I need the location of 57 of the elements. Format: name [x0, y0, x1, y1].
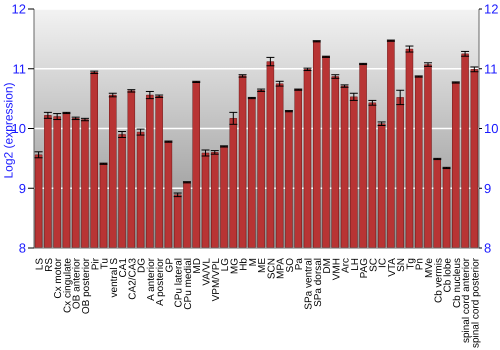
y2-tick-label: 12 [484, 2, 498, 17]
x-tick-label: Pa [294, 258, 306, 270]
x-tick-label: MPA [276, 258, 287, 279]
x-tick-label: Cb nucleus [452, 258, 463, 308]
x-tick-label: GP [164, 258, 176, 272]
x-tick-label: DG [136, 258, 148, 273]
x-tick-label: Tu [100, 258, 111, 270]
x-tick-label: M [248, 258, 259, 266]
x-tick-label: OB anterior [72, 257, 83, 310]
x-tick-label: CPu lateral [174, 258, 185, 308]
x-tick-label: RS [44, 258, 55, 272]
x-tick-label: Tg [405, 258, 416, 270]
x-tick-label: MD [192, 258, 204, 274]
x-tick-label: DM [322, 258, 334, 274]
y2-tick-label: 9 [484, 180, 492, 196]
y-tick-label: 12 [12, 2, 26, 17]
x-tick-label: spinal cord posterior [470, 257, 482, 348]
x-tick-label: VA/VL [202, 258, 213, 286]
x-tick-label: spinal cord anterior [461, 257, 472, 344]
y-tick-label: 8 [18, 240, 26, 256]
x-tick-label: ME [257, 258, 268, 273]
x-tick-label: SPa ventral [303, 258, 314, 310]
x-tick-label: SO [284, 258, 296, 272]
x-tick-label: OB posterior [80, 257, 92, 314]
y2-tick-label: 8 [484, 240, 492, 256]
x-tick-label: CA1 [118, 258, 130, 278]
x-tick-label: CA2/CA3 [127, 258, 138, 300]
x-tick-label: VMH [331, 258, 342, 280]
y2-tick-label: 10 [484, 121, 498, 136]
x-tick-label: Arc [340, 258, 352, 273]
x-tick-label: LG [220, 258, 232, 272]
x-tick-label: VTA [386, 258, 398, 277]
y2-tick-label: 11 [484, 61, 498, 76]
x-tick-label: CPu medial [182, 258, 194, 310]
x-tick-label: LH [350, 258, 361, 271]
y-tick-label: 11 [12, 61, 26, 76]
x-tick-label: Cb lobe [442, 258, 454, 292]
x-tick-label: SCN [266, 258, 278, 280]
x-tick-label: A anterior [146, 257, 157, 301]
x-tick-label: VPM/VPL [210, 258, 222, 302]
x-tick-label: SC [368, 258, 380, 272]
y-tick-label: 9 [18, 180, 26, 196]
x-tick-label: ventral S [108, 258, 120, 298]
x-tick-label: Cb vermis [433, 258, 444, 304]
x-tick-label: LS [34, 258, 46, 270]
x-tick-label: IC [378, 258, 389, 268]
x-tick-label: SPa dorsal [312, 258, 324, 307]
x-tick-label: Hb [238, 258, 250, 271]
x-tick-label: Cx motor [53, 257, 64, 299]
x-tick-label: MG [229, 258, 240, 274]
x-tick-label: Cx cingulate [62, 258, 74, 314]
x-tick-label: PAG [359, 258, 370, 278]
x-tick-label: Pn [414, 258, 426, 270]
x-tick-label: A posterior [155, 257, 166, 306]
x-tick-label: Pir [90, 257, 102, 270]
x-tick-label: MVe [424, 258, 436, 278]
x-tick-label: SN [396, 258, 408, 272]
